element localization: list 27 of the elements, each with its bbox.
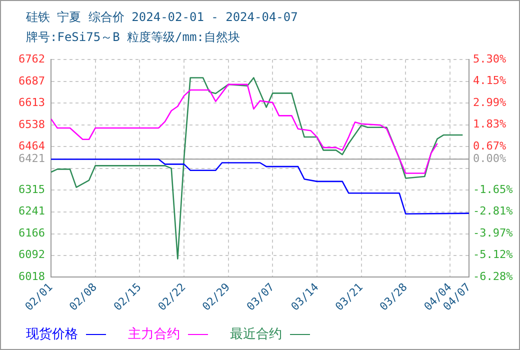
y-tick-label: 6018 [18, 270, 45, 283]
y2-tick-label: -5.12% [473, 248, 514, 262]
legend-label: 最近合约 [230, 326, 282, 343]
y-tick-label: 6762 [18, 52, 45, 66]
y-tick-label: 6241 [18, 204, 45, 218]
y-tick-label: 6315 [18, 183, 45, 196]
y2-tick-label: 5.30% [473, 52, 506, 66]
y2-tick-label: 4.15% [473, 74, 506, 88]
y-tick-label: 6092 [18, 248, 45, 262]
chart-subtitle: 牌号:FeSi75～B 粒度等级/mm:自然块 [26, 29, 241, 46]
legend-label: 现货价格 [26, 326, 78, 343]
legend-label: 主力合约 [128, 326, 180, 343]
y2-tick-label: 1.83% [473, 118, 506, 131]
y2-tick-label: 0.00% [473, 152, 506, 165]
y2-tick-label: -2.81% [473, 204, 514, 218]
y-tick-label: 6166 [18, 226, 45, 240]
y-tick-label: 6613 [18, 96, 45, 109]
chart-title: 硅铁 宁夏 综合价 2024-02-01 - 2024-04-07 [26, 9, 299, 26]
y2-tick-label: -1.65% [473, 182, 514, 196]
y-tick-label: 6421 [18, 152, 45, 166]
y-tick-label: 6687 [18, 74, 45, 88]
y-tick-label: 6464 [18, 140, 46, 153]
y2-tick-label: -6.28% [473, 270, 514, 283]
y2-tick-label: 0.67% [473, 139, 506, 152]
y2-tick-label: -3.97% [473, 226, 514, 240]
y-tick-label: 6538 [18, 118, 45, 131]
y2-tick-label: 2.99% [473, 96, 506, 109]
